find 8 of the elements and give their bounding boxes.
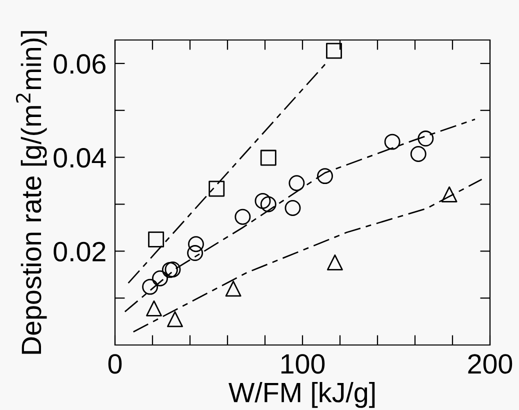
y-tick-label: 0.06 <box>54 54 106 74</box>
x-axis-title: W/FM [kJ/g] <box>228 382 375 408</box>
y-tick-label: 0.04 <box>54 148 106 168</box>
y-tick-label: 0.02 <box>54 242 106 262</box>
x-tick-label: 0 <box>108 354 122 374</box>
y-axis-title: Depostion rate [g/(m$^{2}$min)] <box>16 31 47 354</box>
x-tick-label: 100 <box>281 354 325 374</box>
x-tick-label: 200 <box>468 354 512 374</box>
